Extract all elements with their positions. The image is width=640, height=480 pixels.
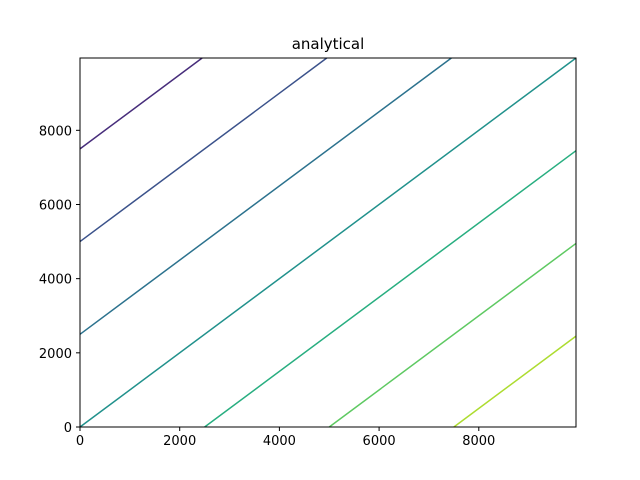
y-tick-label-3: 6000 bbox=[39, 198, 72, 213]
y-tick-label-2: 4000 bbox=[39, 273, 72, 288]
contour-line-3 bbox=[79, 57, 452, 335]
plot-frame bbox=[79, 57, 577, 428]
contour-line-4 bbox=[79, 57, 577, 428]
contour-line-1 bbox=[79, 57, 203, 150]
contour-lines bbox=[79, 57, 577, 428]
y-tick-label-1: 2000 bbox=[39, 347, 72, 362]
x-tick-label-4: 8000 bbox=[462, 434, 495, 449]
chart-title: analytical bbox=[292, 35, 365, 53]
x-tick-label-2: 4000 bbox=[263, 434, 296, 449]
x-tick-label-3: 6000 bbox=[363, 434, 396, 449]
contour-line-7 bbox=[453, 335, 577, 428]
x-tick-label-0: 0 bbox=[76, 434, 84, 449]
y-tick-label-0: 0 bbox=[64, 421, 72, 436]
contour-line-6 bbox=[328, 242, 577, 428]
y-tick-label-4: 8000 bbox=[39, 124, 72, 139]
contour-line-5 bbox=[204, 150, 577, 428]
axis-ticks: 0 2000 4000 6000 8000 0 2000 4000 6000 8000 bbox=[39, 124, 495, 449]
x-tick-label-1: 2000 bbox=[163, 434, 196, 449]
contour-line-2 bbox=[79, 57, 328, 243]
